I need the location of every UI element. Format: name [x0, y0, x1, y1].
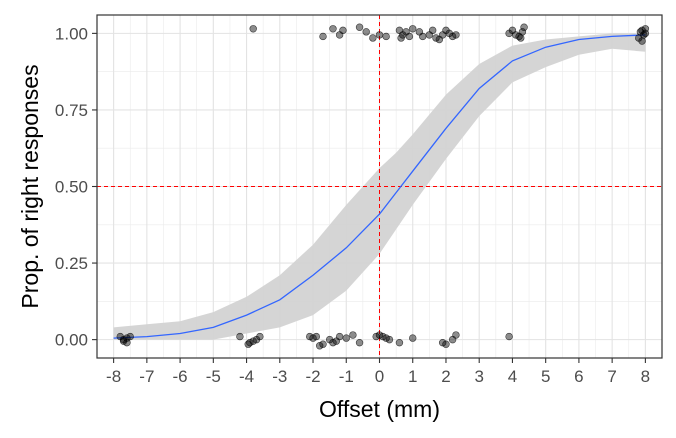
data-point — [256, 332, 264, 341]
y-tick-label: 0.25 — [55, 254, 88, 273]
x-tick-label: -6 — [173, 367, 188, 386]
data-point — [355, 338, 364, 347]
x-axis-ticks: -8 -7 -6 -5 -4 -3 -2 -1 0 1 2 3 4 5 6 7 8 — [106, 358, 650, 386]
y-tick-label: 0.00 — [55, 331, 88, 350]
x-tick-label: 8 — [641, 367, 650, 386]
data-point — [342, 334, 350, 342]
data-point — [355, 23, 364, 31]
x-tick-label: 0 — [375, 367, 384, 386]
data-point — [329, 25, 337, 33]
x-tick-label: -7 — [139, 367, 154, 386]
data-point — [442, 340, 450, 348]
y-tick-label: 0.50 — [55, 178, 88, 197]
data-point — [339, 26, 347, 35]
data-point — [244, 340, 252, 348]
data-point — [126, 332, 134, 341]
x-tick-label: 7 — [607, 367, 616, 386]
fit-line — [113, 34, 646, 339]
data-point — [236, 332, 244, 341]
y-axis-ticks: 0.00 0.25 0.50 0.75 1.00 — [55, 24, 97, 350]
y-tick-label: 0.75 — [55, 101, 88, 120]
x-tick-label: -2 — [305, 367, 320, 386]
data-point — [505, 332, 513, 341]
x-tick-label: -8 — [106, 367, 121, 386]
x-tick-label: 2 — [441, 367, 450, 386]
data-point — [428, 26, 437, 35]
x-tick-label: -5 — [206, 367, 221, 386]
data-point — [319, 32, 327, 41]
points-layer — [116, 23, 650, 350]
x-tick-label: 3 — [474, 367, 483, 386]
x-tick-label: -1 — [339, 367, 354, 386]
data-point — [249, 25, 257, 33]
x-tick-label: 4 — [508, 367, 517, 386]
reference-lines — [97, 15, 662, 358]
x-tick-label: 1 — [408, 367, 417, 386]
data-point — [641, 29, 650, 38]
fit-line-layer — [113, 34, 646, 339]
data-point — [382, 32, 390, 41]
data-point — [385, 335, 394, 344]
data-point — [119, 337, 128, 345]
data-point — [638, 37, 646, 45]
data-point — [518, 28, 527, 36]
data-point — [362, 28, 370, 36]
data-point — [405, 32, 414, 41]
data-point — [520, 23, 528, 31]
data-point — [349, 331, 357, 339]
data-point — [409, 25, 417, 33]
data-point — [517, 34, 525, 42]
data-point — [452, 331, 460, 339]
y-axis-title: Prop. of right responses — [17, 64, 43, 308]
data-point — [395, 338, 404, 347]
x-tick-label: 5 — [541, 367, 550, 386]
data-point — [369, 34, 377, 42]
data-point — [419, 32, 427, 41]
y-tick-label: 1.00 — [55, 24, 88, 43]
data-point — [375, 31, 384, 39]
data-point — [409, 334, 417, 342]
data-point — [335, 332, 344, 341]
data-point — [319, 340, 327, 348]
data-point — [312, 332, 321, 341]
x-axis-title: Offset (mm) — [319, 396, 440, 422]
x-tick-label: -3 — [272, 367, 287, 386]
data-point — [452, 31, 460, 39]
x-tick-label: 6 — [574, 367, 583, 386]
x-tick-label: -4 — [239, 367, 254, 386]
